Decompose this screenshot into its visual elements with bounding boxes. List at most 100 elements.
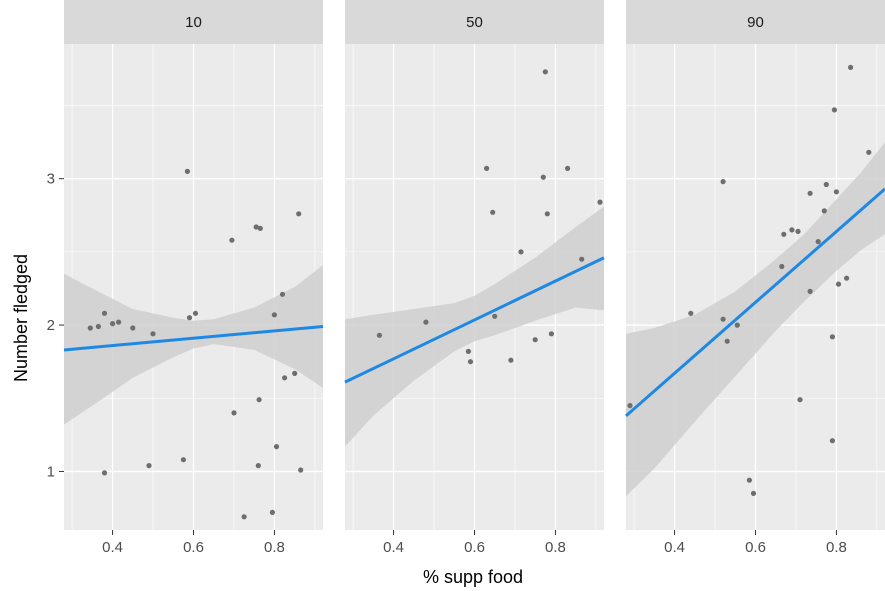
data-point: [724, 338, 730, 344]
facet-panel-90: 90: [625, 0, 885, 530]
x-axes: 0.4 0.6 0.8 0.4 0.6 0.8 0.4 0.6 0.8: [102, 530, 847, 556]
y-tick-label: 3: [47, 171, 55, 188]
y-tick-label: 2: [47, 317, 55, 334]
data-point: [831, 107, 838, 113]
data-point: [829, 438, 836, 444]
data-point: [627, 403, 633, 409]
data-point: [467, 359, 474, 365]
data-point: [269, 509, 275, 515]
facet-strip-label: 50: [466, 14, 483, 31]
x-tick-label: 0.6: [745, 539, 766, 556]
data-point: [484, 165, 490, 171]
y-axis-title: Number fledged: [11, 254, 31, 382]
data-point: [279, 291, 286, 297]
data-point: [544, 211, 550, 217]
facet-strip-50: [345, 0, 604, 44]
confidence-ribbon: [626, 142, 885, 497]
data-points: [87, 168, 304, 520]
data-point: [376, 332, 382, 338]
data-point: [848, 64, 854, 70]
data-point: [101, 470, 108, 476]
x-tick-label: 0.4: [383, 539, 404, 556]
data-points: [376, 69, 603, 365]
x-tick-label: 0.4: [102, 539, 123, 556]
data-point: [95, 323, 101, 330]
data-point: [256, 397, 262, 403]
data-point: [465, 348, 471, 354]
data-point: [750, 490, 757, 496]
data-point: [844, 275, 850, 281]
data-point: [821, 208, 827, 214]
data-point: [298, 467, 304, 473]
gridlines: [626, 44, 885, 530]
data-point: [746, 477, 753, 483]
x-axis-50: 0.4 0.6 0.8: [383, 530, 566, 556]
facet-strip-90: [626, 0, 885, 44]
data-point: [540, 174, 546, 180]
y-tick-label: 1: [47, 463, 55, 480]
regression-line: [63, 325, 324, 352]
x-axis-90: 0.4 0.6 0.8: [664, 530, 847, 556]
data-point: [866, 149, 872, 155]
facet-panel-50: 50: [344, 0, 605, 530]
confidence-ribbon: [345, 206, 604, 447]
data-point: [257, 225, 263, 231]
regression-line: [625, 187, 885, 417]
data-point: [292, 370, 298, 376]
data-point: [192, 310, 199, 316]
x-tick-label: 0.6: [183, 539, 204, 556]
data-point: [180, 457, 186, 463]
data-point: [255, 463, 261, 469]
data-point: [597, 199, 603, 205]
data-point: [150, 331, 156, 337]
x-tick-label: 0.8: [545, 539, 566, 556]
data-point: [146, 463, 152, 469]
data-point: [807, 288, 813, 294]
data-point: [273, 444, 280, 450]
x-tick-label: 0.6: [464, 539, 485, 556]
data-point: [579, 256, 585, 262]
data-point: [271, 312, 277, 318]
data-point: [807, 190, 813, 196]
x-axis-title: % supp food: [423, 567, 523, 587]
data-point: [490, 209, 496, 215]
x-axis-10: 0.4 0.6 0.8: [102, 530, 285, 556]
data-point: [833, 189, 840, 195]
data-points: [627, 64, 872, 496]
data-point: [720, 179, 726, 185]
facet-panel-10: 10: [63, 0, 324, 530]
data-point: [253, 224, 259, 230]
data-point: [296, 211, 302, 217]
data-point: [542, 69, 548, 75]
data-point: [423, 319, 429, 325]
data-point: [231, 410, 237, 416]
facet-strip-label: 10: [185, 14, 202, 31]
confidence-ribbon: [64, 265, 323, 425]
facet-strip-10: [64, 0, 323, 44]
data-point: [565, 165, 571, 171]
data-point: [781, 231, 787, 237]
data-point: [184, 168, 190, 174]
data-point: [229, 237, 235, 243]
data-point: [835, 281, 842, 287]
data-point: [829, 334, 836, 340]
data-point: [87, 325, 93, 331]
data-point: [688, 310, 694, 316]
x-tick-label: 0.4: [664, 539, 685, 556]
data-point: [720, 316, 726, 322]
facet-panels: 10 50 90: [63, 0, 885, 530]
x-tick-label: 0.8: [264, 539, 285, 556]
data-point: [492, 313, 498, 319]
data-point: [116, 319, 122, 325]
data-point: [795, 228, 801, 234]
data-point: [101, 310, 108, 316]
data-point: [518, 249, 524, 255]
data-point: [110, 321, 116, 327]
facet-strip-label: 90: [747, 14, 764, 31]
data-point: [815, 239, 821, 245]
data-point: [734, 322, 740, 328]
data-point: [779, 263, 785, 270]
x-tick-label: 0.8: [826, 539, 847, 556]
data-point: [797, 397, 803, 403]
